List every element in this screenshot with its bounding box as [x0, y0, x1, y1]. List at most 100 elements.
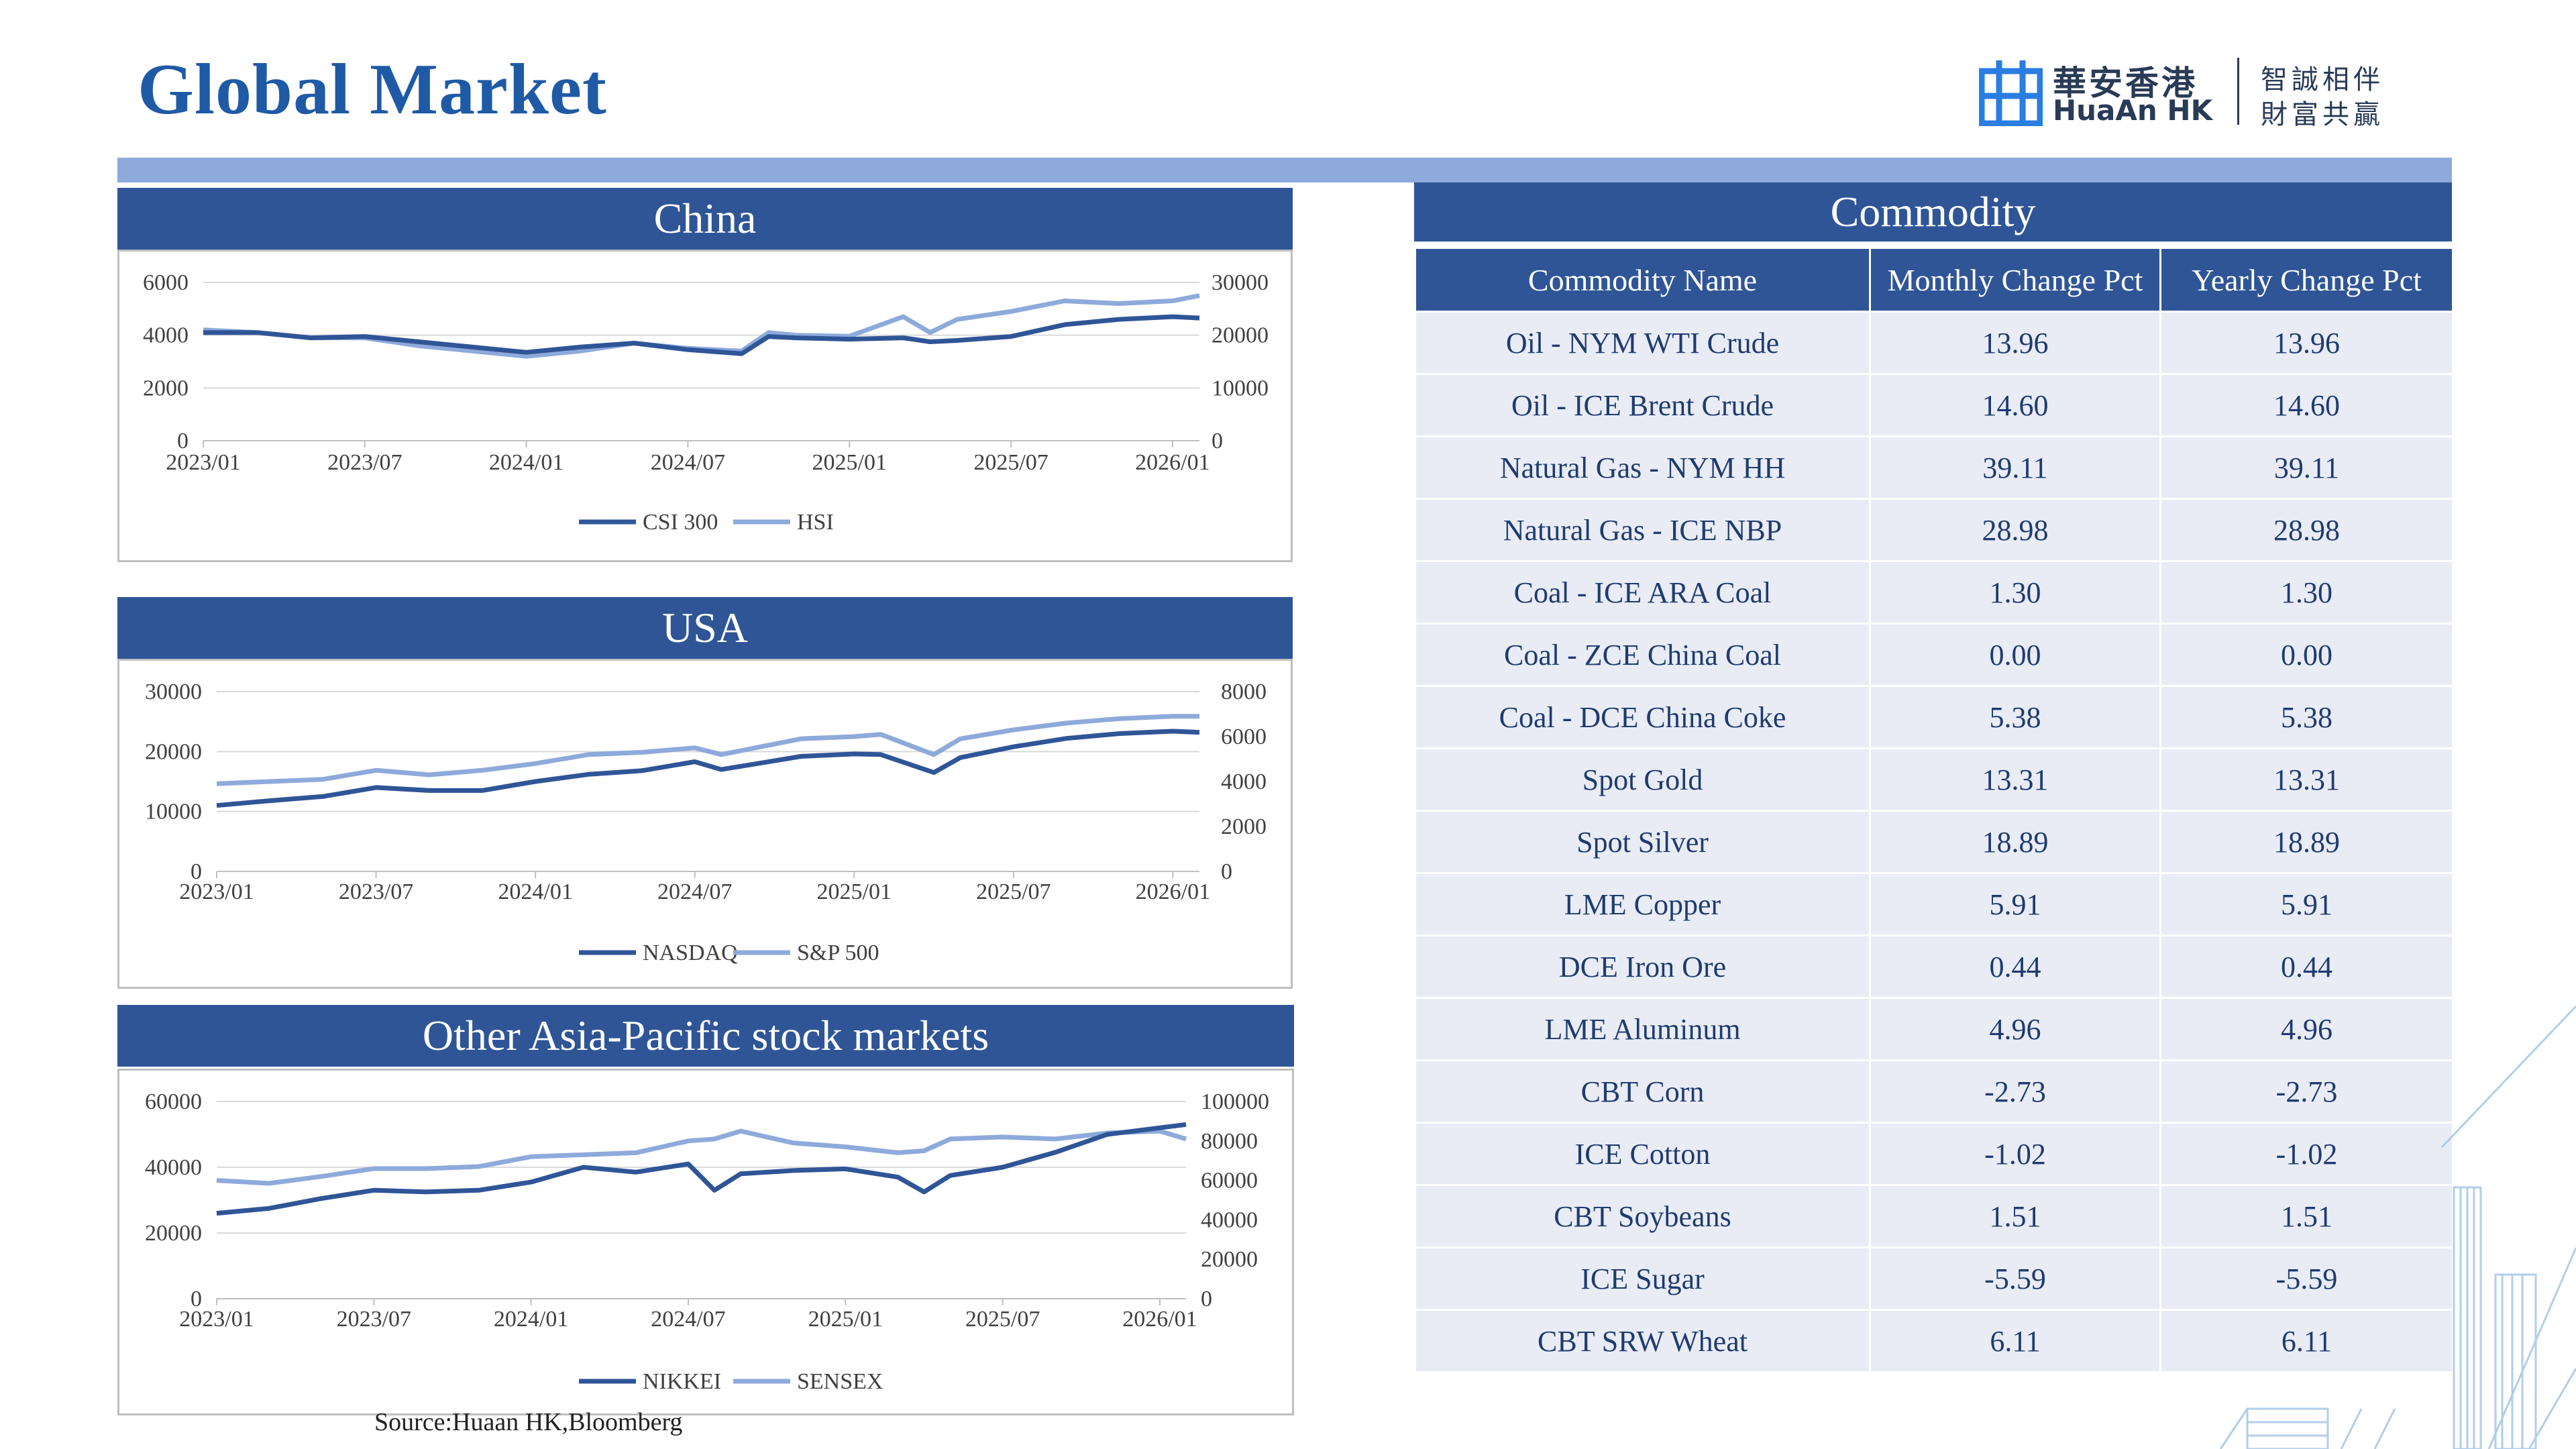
x-tick-label: 2023/07: [327, 450, 402, 475]
huaan-logo-icon: [1979, 60, 2043, 126]
commodity-name-cell: ICE Sugar: [1414, 1246, 1871, 1311]
china-chart-svg: 0 2000 4000 6000 0 10000 20000 30000 2023/01 2023…: [143, 270, 1269, 535]
yearly-change-cell: -1.02: [2159, 1122, 2454, 1186]
monthly-change-cell: 4.96: [1869, 997, 2161, 1061]
series-line-sensex: [216, 1128, 1187, 1186]
commodity-row: Oil - ICE Brent Crude 14.60 14.60: [1414, 373, 2454, 437]
yearly-change-cell: 18.89: [2159, 810, 2454, 874]
yearly-change-cell: 1.51: [2159, 1184, 2454, 1248]
x-tick-label: 2024/01: [494, 1307, 568, 1332]
logo-slogan-line1: 智誠相伴: [2261, 64, 2384, 95]
x-tick-label: 2023/01: [179, 1307, 254, 1332]
yearly-change-cell: 28.98: [2159, 498, 2454, 562]
y-right-tick-label: 100000: [1201, 1089, 1269, 1114]
commodity-row: DCE Iron Ore 0.44 0.44: [1414, 934, 2454, 999]
asia-panel-header: Other Asia-Pacific stock markets: [117, 1005, 1294, 1067]
series-line-nikkei: [216, 1122, 1187, 1216]
y-right-tick-label: 0: [1212, 429, 1223, 453]
x-tick-label: 2025/01: [812, 450, 887, 475]
yearly-change-cell: 4.96: [2159, 997, 2454, 1061]
commodity-name-cell: Coal - ZCE China Coal: [1414, 623, 1871, 687]
legend-label: HSI: [797, 510, 834, 535]
commodity-name-cell: Spot Gold: [1414, 747, 1871, 812]
series-line-nasdaq: [216, 729, 1200, 808]
yearly-change-cell: 13.96: [2159, 311, 2454, 375]
x-tick-label: 2026/01: [1136, 879, 1210, 904]
y-left-tick-label: 20000: [145, 1221, 202, 1246]
x-tick-label: 2023/01: [166, 450, 240, 475]
y-right-tick-label: 0: [1201, 1287, 1212, 1311]
x-tick-label: 2023/07: [337, 1307, 411, 1332]
usa-panel-header: USA: [117, 597, 1293, 659]
commodity-row: ICE Cotton -1.02 -1.02: [1414, 1122, 2454, 1186]
yearly-change-cell: 5.38: [2159, 685, 2454, 749]
legend-label: NASDAQ: [643, 941, 738, 965]
monthly-change-cell: 6.11: [1869, 1309, 2161, 1373]
yearly-change-cell: 6.11: [2159, 1309, 2454, 1373]
commodity-row: CBT Corn -2.73 -2.73: [1414, 1059, 2454, 1124]
commodity-row: LME Aluminum 4.96 4.96: [1414, 997, 2454, 1061]
company-logo: 華安香港 HuaAn HK 智誠相伴 財富共贏: [1979, 52, 2408, 133]
commodity-name-cell: Oil - ICE Brent Crude: [1414, 373, 1871, 437]
commodity-name-cell: CBT SRW Wheat: [1414, 1309, 1871, 1373]
x-tick-label: 2025/07: [965, 1307, 1040, 1332]
commodity-row: Spot Silver 18.89 18.89: [1414, 810, 2454, 874]
page-title: Global Market: [138, 50, 607, 129]
commodity-row: Coal - ZCE China Coal 0.00 0.00: [1414, 623, 2454, 687]
x-tick-label: 2025/01: [808, 1307, 883, 1332]
monthly-change-cell: 5.91: [1869, 872, 2161, 936]
y-right-tick-label: 10000: [1212, 376, 1269, 400]
y-left-tick-label: 20000: [145, 739, 202, 764]
yearly-change-cell: -2.73: [2159, 1059, 2454, 1124]
legend-label: SENSEX: [797, 1369, 883, 1394]
yearly-change-cell: 14.60: [2159, 373, 2454, 437]
source-note: Source:Huaan HK,Bloomberg: [374, 1408, 683, 1436]
monthly-change-cell: 0.00: [1869, 623, 2161, 687]
y-right-tick-label: 40000: [1201, 1208, 1258, 1232]
commodity-row: ICE Sugar -5.59 -5.59: [1414, 1246, 2454, 1311]
y-left-tick-label: 30000: [145, 680, 202, 704]
usa-chart-svg: 0 10000 20000 30000 0 2000 4000 6000 8000 2023/01…: [145, 680, 1267, 965]
x-tick-label: 2024/07: [651, 450, 725, 475]
yearly-change-cell: 0.44: [2159, 934, 2454, 999]
usa-chart: 0 10000 20000 30000 0 2000 4000 6000 8000 2023/01…: [117, 659, 1293, 989]
x-tick-label: 2023/01: [179, 879, 254, 904]
col-header-name: Commodity Name: [1414, 247, 1871, 313]
asia-chart: 0 20000 40000 60000 0 20000 40000 60000 80000 100…: [117, 1069, 1294, 1415]
commodity-name-cell: CBT Corn: [1414, 1059, 1871, 1124]
monthly-change-cell: 39.11: [1869, 435, 2161, 500]
monthly-change-cell: 14.60: [1869, 373, 2161, 437]
commodity-panel-header: Commodity: [1414, 182, 2452, 241]
commodity-row: Coal - DCE China Coke 5.38 5.38: [1414, 685, 2454, 749]
commodity-name-cell: DCE Iron Ore: [1414, 934, 1871, 999]
x-tick-label: 2025/01: [817, 879, 892, 904]
x-tick-label: 2025/07: [976, 879, 1051, 904]
x-tick-label: 2024/01: [498, 879, 572, 904]
header-band: [117, 158, 2452, 182]
china-panel-header: China: [117, 188, 1293, 250]
commodity-row: LME Copper 5.91 5.91: [1414, 872, 2454, 936]
monthly-change-cell: 18.89: [1869, 810, 2161, 874]
commodity-row: CBT SRW Wheat 6.11 6.11: [1414, 1309, 2454, 1373]
commodity-table-header-row: Commodity Name Monthly Change Pct Yearly…: [1414, 247, 2454, 313]
legend-label: NIKKEI: [643, 1369, 721, 1394]
yearly-change-cell: 13.31: [2159, 747, 2454, 812]
china-chart: 0 2000 4000 6000 0 10000 20000 30000 2023/01 2023…: [117, 250, 1293, 562]
y-left-tick-label: 0: [191, 1287, 202, 1311]
monthly-change-cell: 0.44: [1869, 934, 2161, 999]
yearly-change-cell: 1.30: [2159, 560, 2454, 625]
commodity-row: Natural Gas - ICE NBP 28.98 28.98: [1414, 498, 2454, 562]
y-right-tick-label: 60000: [1201, 1169, 1258, 1193]
y-right-tick-label: 4000: [1221, 769, 1267, 794]
commodity-name-cell: Natural Gas - ICE NBP: [1414, 498, 1871, 562]
commodity-name-cell: ICE Cotton: [1414, 1122, 1871, 1186]
x-tick-label: 2024/01: [489, 450, 564, 475]
commodity-name-cell: Coal - DCE China Coke: [1414, 685, 1871, 749]
logo-separator: [2237, 58, 2239, 125]
legend-label: S&P 500: [797, 941, 879, 965]
commodity-row: Natural Gas - NYM HH 39.11 39.11: [1414, 435, 2454, 500]
col-header-monthly: Monthly Change Pct: [1869, 247, 2161, 313]
y-left-tick-label: 4000: [143, 323, 189, 348]
legend-label: CSI 300: [643, 510, 718, 535]
commodity-row: Oil - NYM WTI Crude 13.96 13.96: [1414, 311, 2454, 375]
